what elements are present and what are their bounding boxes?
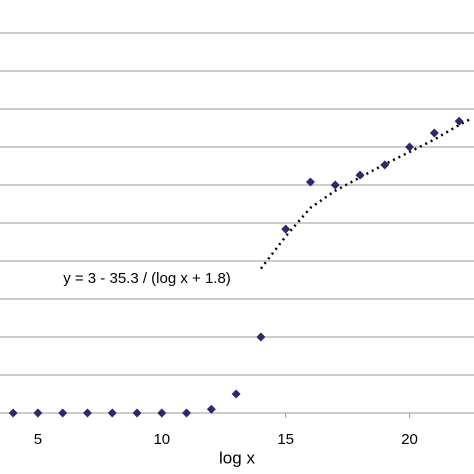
- point: [330, 180, 340, 190]
- point: [380, 160, 390, 170]
- point: [231, 389, 241, 399]
- point: [132, 408, 142, 418]
- point: [454, 116, 464, 126]
- point: [281, 224, 291, 234]
- point: [58, 408, 68, 418]
- trendline: [259, 118, 470, 270]
- point: [405, 142, 415, 152]
- x-tick-label: 20: [401, 431, 418, 448]
- plot-area: 5 10 15 20: [0, 32, 474, 448]
- point: [256, 332, 266, 342]
- point: [107, 408, 117, 418]
- point: [33, 408, 43, 418]
- x-axis-label: log x: [219, 448, 255, 467]
- x-tick-label: 10: [153, 431, 170, 448]
- point: [305, 177, 315, 187]
- annotation: y = 3 - 35.3 / (log x + 1.8): [63, 270, 231, 287]
- x-tick-label: 15: [277, 431, 294, 448]
- point: [182, 408, 192, 418]
- point: [157, 408, 167, 418]
- point: [82, 408, 92, 418]
- point: [429, 128, 439, 138]
- point: [8, 408, 18, 418]
- point: [355, 170, 365, 180]
- point: [206, 404, 216, 414]
- x-tick-label: 5: [34, 431, 42, 448]
